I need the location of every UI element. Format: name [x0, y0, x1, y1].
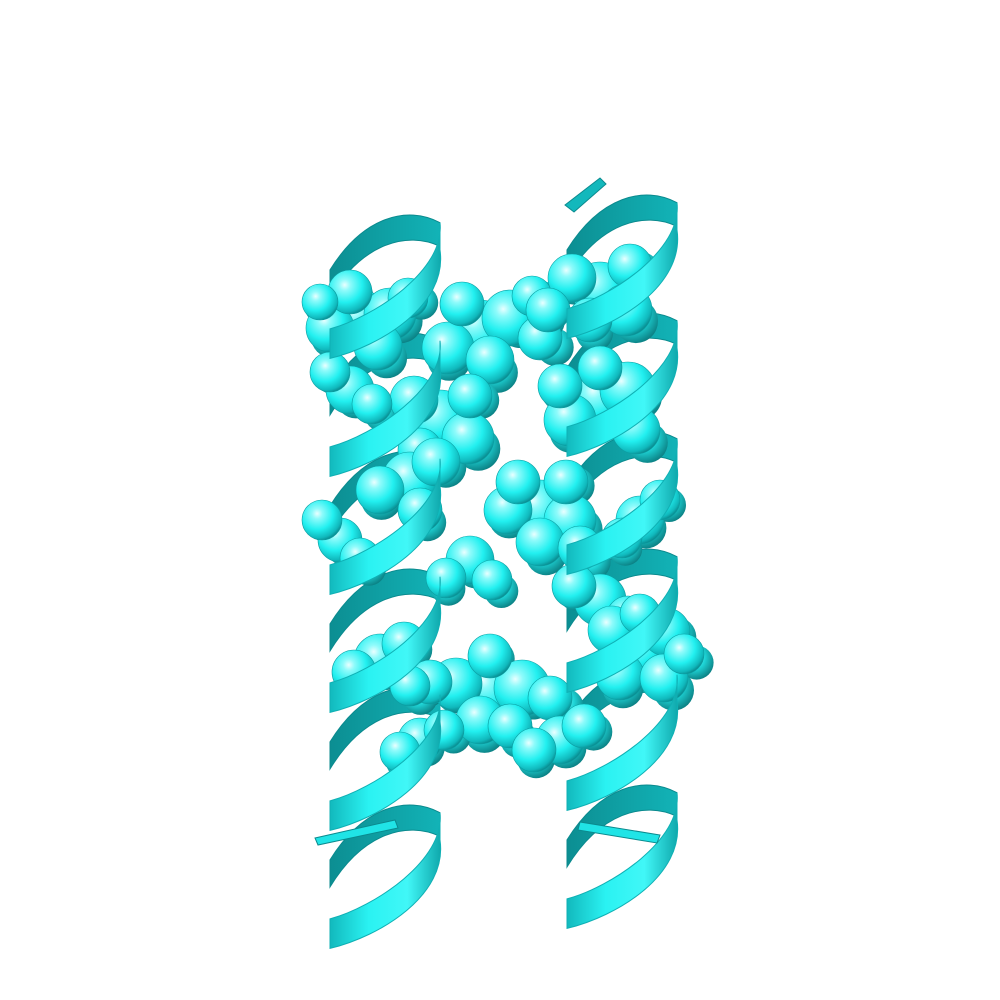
atom-13-2: [351, 383, 393, 425]
atom-2-5: [525, 287, 571, 333]
coil-tail-top: [564, 177, 607, 213]
helix-ribbons-front: [314, 177, 679, 950]
atom-10-4: [527, 675, 573, 721]
atom-15-2: [561, 703, 607, 749]
helix-left-front-turn: [329, 812, 442, 950]
atom-5-1: [355, 465, 405, 515]
atom-1-1: [421, 321, 475, 375]
atom-4-3: [577, 345, 623, 391]
helix-right-front-turn: [566, 674, 679, 812]
atom-6-5: [543, 459, 589, 505]
atom-1-4: [439, 281, 485, 327]
atom-7-1: [425, 557, 467, 599]
atom-7-2: [471, 559, 513, 601]
helix-right-front-turn: [566, 202, 679, 340]
helix-left-front-turn: [329, 694, 442, 832]
helix-right-front-turn: [566, 438, 679, 576]
helix-left-front-turn: [329, 340, 442, 478]
atom-0-6: [301, 283, 339, 321]
atom-15-1: [511, 727, 557, 773]
atom-6-4: [495, 459, 541, 505]
helix-left-front-turn: [329, 458, 442, 596]
coil-tail-bottom-left: [314, 819, 399, 846]
atom-1-3: [465, 335, 515, 385]
atom-9-6: [663, 633, 705, 675]
helix-right-front-turn: [566, 556, 679, 694]
atom-2-1: [547, 253, 597, 303]
atom-3-4: [447, 373, 493, 419]
helix-right-front-turn: [566, 320, 679, 458]
coil-tail-bottom-right: [577, 821, 661, 844]
atom-10-7: [467, 633, 513, 679]
atom-5-2: [411, 437, 461, 487]
helix-left-front-turn: [329, 576, 442, 714]
helix-left-front-turn: [329, 222, 442, 360]
atom-6-3: [515, 517, 565, 567]
atom-12-1: [301, 499, 343, 541]
atom-4-5: [537, 363, 583, 409]
helix-right-front-turn: [566, 792, 679, 930]
